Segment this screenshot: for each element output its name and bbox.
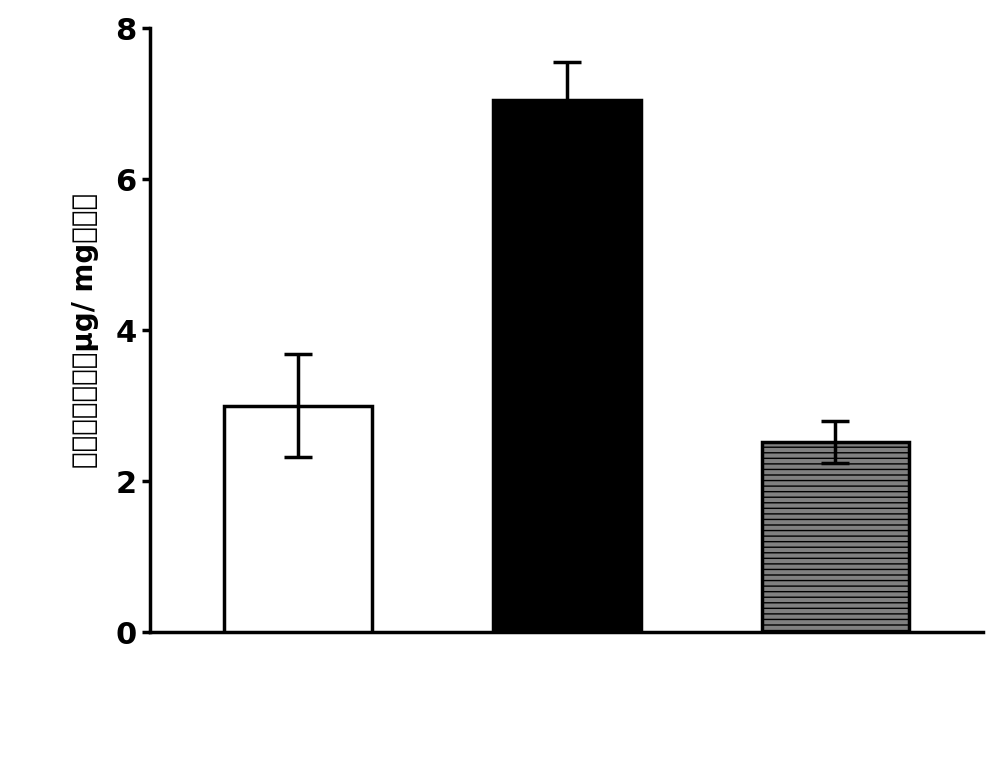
Bar [224, 406, 372, 632]
Bar [493, 100, 641, 632]
Bar [762, 442, 909, 632]
Y-axis label: 多聚磷酸含量（μg/ mg干重）: 多聚磷酸含量（μg/ mg干重） [71, 193, 99, 468]
